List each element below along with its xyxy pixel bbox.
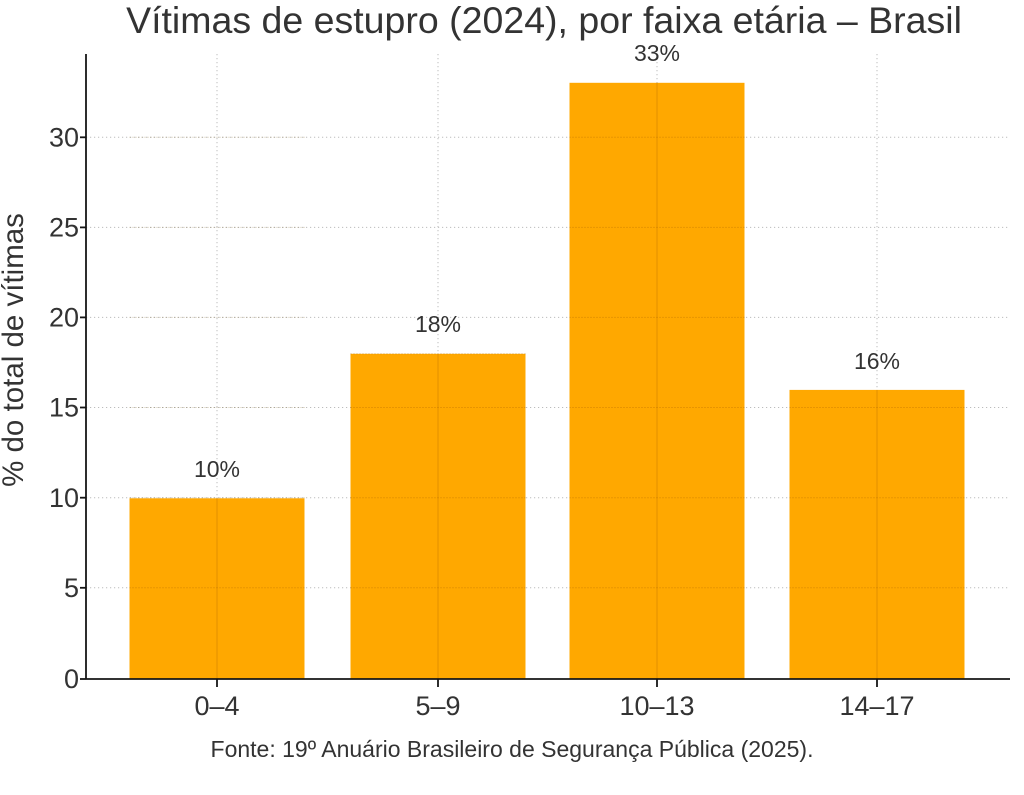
svg-text:20: 20 [49,303,79,333]
svg-text:0–4: 0–4 [194,691,239,721]
svg-text:10: 10 [49,483,79,513]
svg-text:10–13: 10–13 [619,691,694,721]
svg-text:30: 30 [49,123,79,153]
svg-text:% do total de vítimas: % do total de vítimas [0,213,30,487]
svg-text:25: 25 [49,213,79,243]
svg-text:14–17: 14–17 [839,691,914,721]
svg-text:Fonte: 19º Anuário Brasileiro: Fonte: 19º Anuário Brasileiro de Seguran… [211,736,814,762]
svg-text:10%: 10% [194,456,240,482]
svg-text:5: 5 [64,573,79,603]
svg-text:15: 15 [49,393,79,423]
svg-text:18%: 18% [415,311,461,337]
svg-text:16%: 16% [854,348,900,374]
svg-text:Vítimas de estupro (2024), por: Vítimas de estupro (2024), por faixa etá… [126,0,962,41]
svg-text:33%: 33% [634,40,680,66]
svg-text:0: 0 [64,664,79,694]
svg-text:5–9: 5–9 [415,691,460,721]
